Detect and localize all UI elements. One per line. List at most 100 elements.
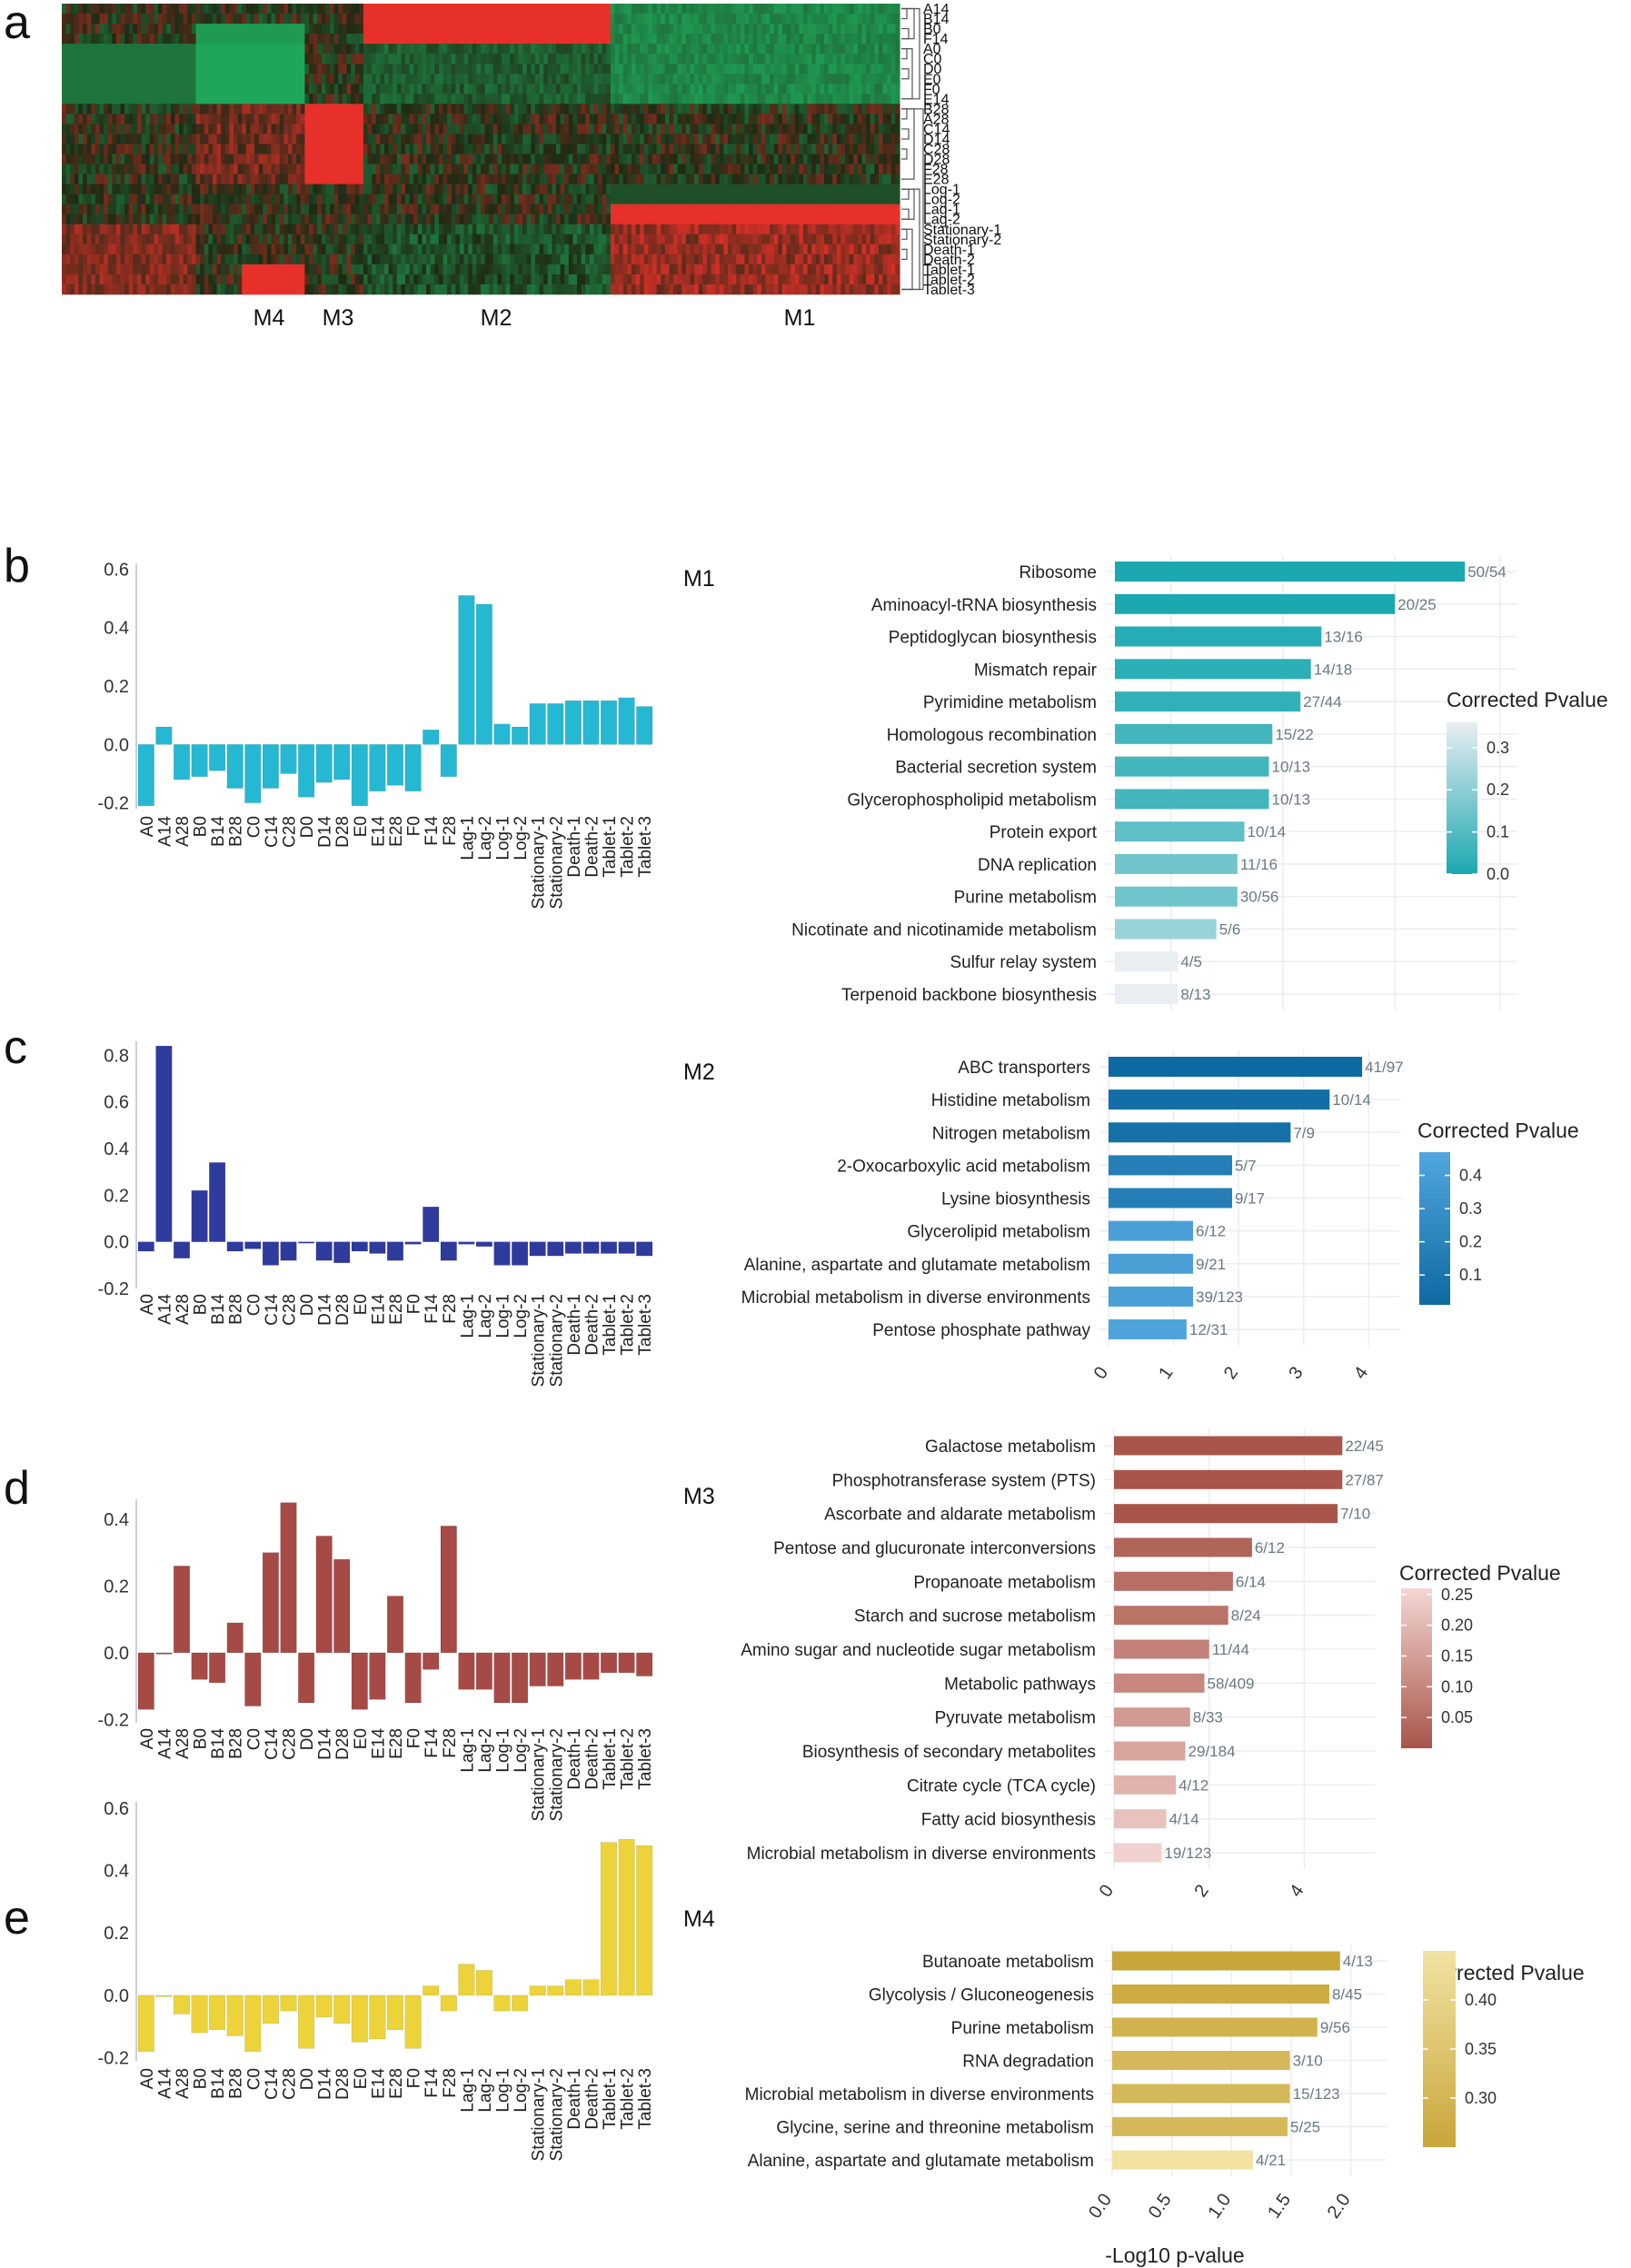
heatmap-cell [187, 124, 193, 134]
heatmap-cell [141, 244, 146, 255]
heatmap-cell [685, 214, 691, 225]
heatmap-cell [70, 4, 75, 15]
heatmap-cell [857, 144, 863, 154]
heatmap-cell [895, 94, 900, 104]
heatmap-cell [589, 114, 595, 124]
heatmap-cell [791, 154, 796, 164]
heatmap-cell [685, 124, 691, 134]
heatmap-cell [426, 224, 432, 235]
heatmap-cell [811, 124, 817, 134]
heatmap-cell [882, 214, 888, 225]
heatmap-cell [505, 64, 511, 75]
heatmap-cell [492, 14, 499, 25]
heatmap-cell [635, 64, 641, 75]
heatmap-cell [275, 204, 281, 215]
heatmap-cell [849, 44, 854, 55]
heatmap-cell [887, 44, 892, 55]
heatmap-cell [476, 244, 482, 255]
heatmap-cell [174, 214, 180, 225]
heatmap-cell [802, 134, 809, 144]
heatmap-cell [669, 204, 674, 215]
heatmap-cell [342, 194, 348, 204]
heatmap-cell [396, 24, 403, 35]
heatmap-cell [643, 134, 649, 144]
heatmap-cell [828, 114, 833, 124]
heatmap-cell [242, 54, 247, 65]
heatmap-cell [195, 64, 201, 75]
heatmap-cell [287, 74, 293, 85]
heatmap-cell [221, 124, 226, 134]
heatmap-cell [78, 74, 84, 85]
heatmap-cell [472, 44, 477, 55]
heatmap-cell [661, 174, 666, 184]
heatmap-cell [781, 164, 788, 174]
heatmap-cell [304, 144, 310, 154]
heatmap-cell [773, 14, 779, 25]
heatmap-cell [731, 214, 737, 225]
heatmap-cell [589, 74, 595, 85]
heatmap-cell [661, 34, 666, 45]
heatmap-cell [502, 94, 507, 104]
heatmap-cell [183, 64, 188, 75]
heatmap-cell [313, 44, 318, 55]
heatmap-cell [794, 224, 800, 235]
heatmap-cell [451, 234, 456, 245]
heatmap-cell [581, 244, 586, 255]
heatmap-cell [799, 134, 804, 144]
heatmap-cell [86, 34, 92, 45]
heatmap-cell [396, 44, 403, 55]
heatmap-cell [174, 74, 180, 85]
heatmap-cell [401, 114, 406, 124]
heatmap-cell [174, 134, 180, 144]
heatmap-cell [510, 244, 515, 255]
heatmap-cell [393, 114, 398, 124]
heatmap-cell [74, 24, 80, 35]
heatmap-cell [857, 134, 863, 144]
heatmap-cell [531, 104, 536, 114]
heatmap-cell [258, 14, 264, 25]
heatmap-cell [887, 214, 892, 225]
heatmap-cell [505, 234, 511, 245]
heatmap-cell [786, 94, 791, 104]
heatmap-cell [614, 34, 620, 45]
heatmap-cell [840, 204, 846, 215]
heatmap-cell [342, 94, 348, 104]
heatmap-cell [383, 244, 390, 255]
heatmap-cell [648, 204, 653, 215]
heatmap-cell [149, 34, 155, 45]
heatmap-cell [104, 64, 109, 75]
heatmap-cell [325, 124, 331, 134]
heatmap-cell [731, 124, 737, 134]
heatmap-cell [351, 214, 356, 225]
heatmap-cell [648, 144, 653, 154]
heatmap-cell [765, 134, 771, 144]
heatmap-cell [396, 94, 403, 104]
heatmap-cell [388, 104, 393, 114]
heatmap-cell [510, 124, 515, 134]
heatmap-cell [216, 34, 222, 45]
heatmap-cell [631, 124, 637, 134]
heatmap-cell [761, 244, 767, 255]
heatmap-cell [694, 224, 700, 235]
heatmap-cell [128, 244, 134, 255]
heatmap-cell [568, 34, 574, 45]
heatmap-cell [422, 24, 427, 35]
heatmap-cell [65, 174, 71, 184]
heatmap-cell [895, 64, 900, 75]
heatmap-cell [715, 134, 721, 144]
heatmap-cell [786, 204, 791, 215]
heatmap-cell [589, 14, 595, 25]
heatmap-cell [351, 84, 356, 94]
heatmap-cell [191, 194, 197, 204]
heatmap-cell [321, 74, 327, 85]
heatmap-cell [673, 74, 679, 85]
heatmap-cell [443, 94, 448, 104]
heatmap-cell [133, 74, 138, 85]
heatmap-cell [62, 74, 67, 85]
heatmap-cell [62, 244, 67, 255]
heatmap-cell [372, 124, 377, 134]
heatmap-cell [664, 214, 671, 225]
heatmap-cell [669, 74, 674, 85]
heatmap-cell [685, 34, 691, 45]
heatmap-cell [824, 184, 830, 194]
